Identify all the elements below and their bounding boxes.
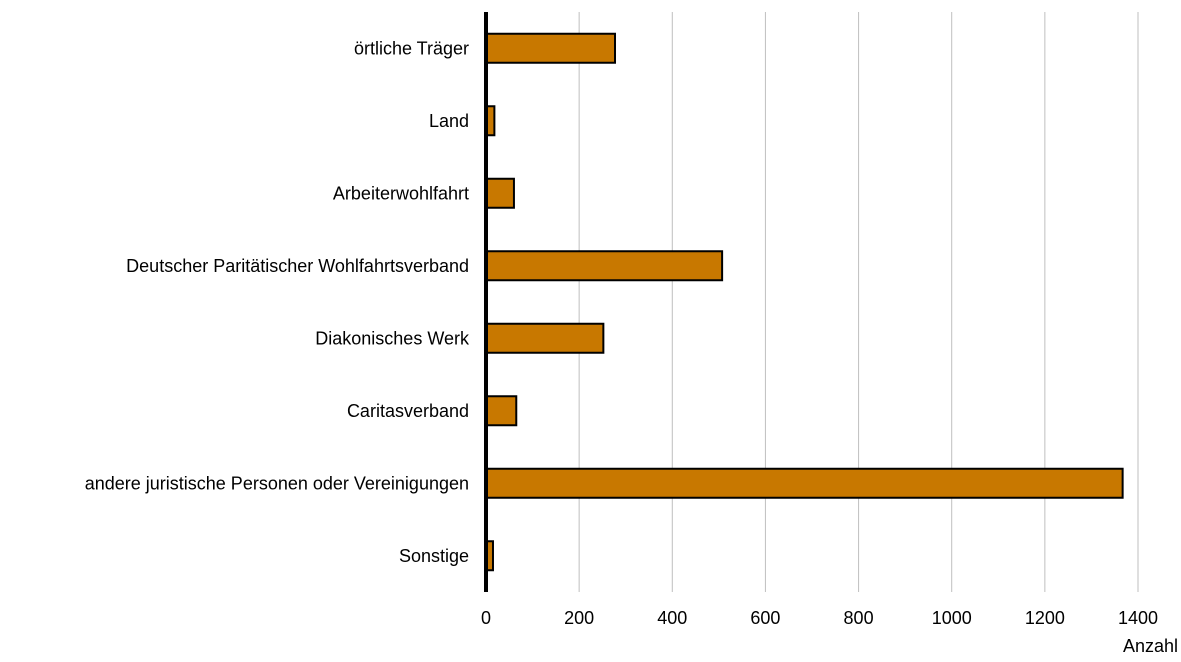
bar-4 — [485, 322, 605, 354]
category-label-4: Diakonisches Werk — [315, 328, 470, 348]
x-tick-label-200: 200 — [564, 608, 594, 628]
category-label-1: Land — [429, 111, 469, 131]
bar-0 — [485, 32, 617, 64]
x-tick-labels: 0 200 400 600 800 1000 1200 1400 — [481, 608, 1158, 628]
bar-3 — [485, 250, 724, 282]
x-tick-label-600: 600 — [750, 608, 780, 628]
category-label-7: Sonstige — [399, 546, 469, 566]
x-axis-title: Anzahl — [1123, 636, 1178, 656]
x-tick-label-0: 0 — [481, 608, 491, 628]
category-label-0: örtliche Träger — [354, 38, 469, 58]
bar-2 — [485, 177, 515, 209]
category-label-2: Arbeiterwohlfahrt — [333, 183, 469, 203]
bar-6 — [485, 467, 1124, 499]
category-label-6: andere juristische Personen oder Vereini… — [85, 473, 469, 493]
x-tick-label-400: 400 — [657, 608, 687, 628]
category-label-5: Caritasverband — [347, 401, 469, 421]
x-tick-label-1200: 1200 — [1025, 608, 1065, 628]
x-tick-label-1400: 1400 — [1118, 608, 1158, 628]
category-label-3: Deutscher Paritätischer Wohlfahrtsverban… — [126, 256, 469, 276]
gridlines — [578, 12, 1139, 592]
bars — [485, 32, 1124, 572]
category-labels: örtliche Träger Land Arbeiterwohlfahrt Deut… — [85, 38, 470, 566]
bar-5 — [485, 395, 518, 427]
x-tick-label-800: 800 — [844, 608, 874, 628]
x-tick-label-1000: 1000 — [932, 608, 972, 628]
